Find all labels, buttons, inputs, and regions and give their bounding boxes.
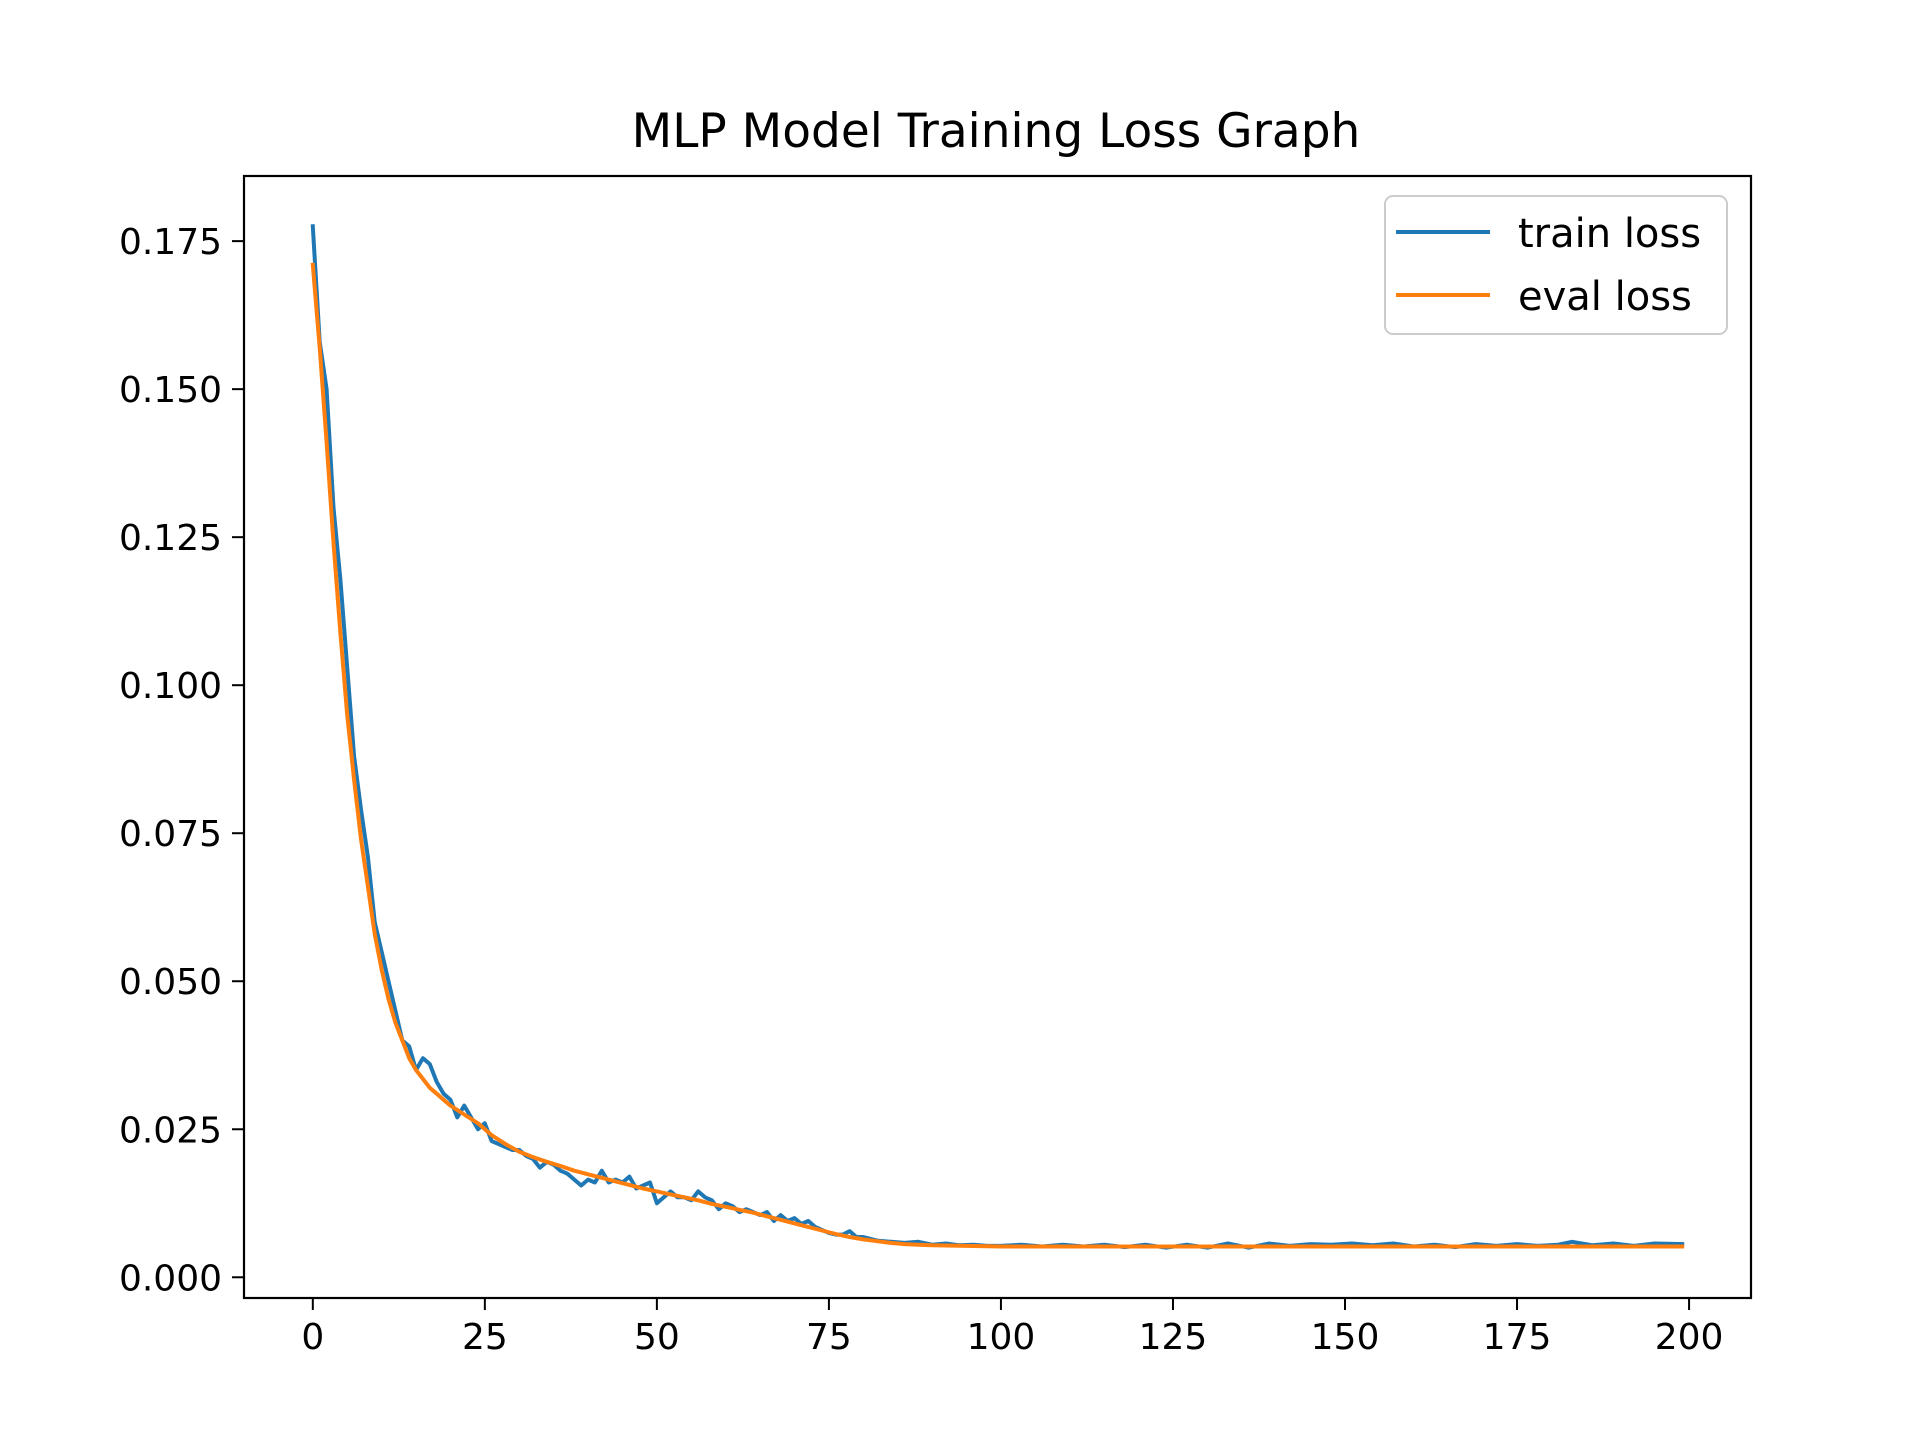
y-tick-label: 0.000 xyxy=(119,1258,222,1299)
y-tick-label: 0.025 xyxy=(119,1110,222,1151)
series-line-eval-loss xyxy=(310,262,1685,1249)
legend: train loss eval loss xyxy=(1384,195,1728,335)
x-tick-label: 200 xyxy=(1655,1317,1724,1358)
x-tick-label: 50 xyxy=(634,1317,680,1358)
y-tick-label: 0.075 xyxy=(119,814,222,855)
x-tick-label: 0 xyxy=(301,1317,324,1358)
plot-lines xyxy=(310,224,1685,1250)
legend-eval-loss-label: eval loss xyxy=(1518,274,1692,320)
axes-frame xyxy=(242,174,1753,1300)
x-tick-label: 125 xyxy=(1139,1317,1208,1358)
y-tick-label: 0.050 xyxy=(119,962,222,1003)
x-tick-label: 25 xyxy=(462,1317,508,1358)
y-tick-label: 0.100 xyxy=(119,666,222,707)
x-tick-label: 75 xyxy=(806,1317,852,1358)
y-tick-label: 0.150 xyxy=(119,370,222,411)
x-tick-label: 175 xyxy=(1483,1317,1552,1358)
x-axis: 0 25 50 75 100 125 150 175 200 xyxy=(301,1298,1723,1358)
y-tick-label: 0.125 xyxy=(119,518,222,559)
y-tick-label: 0.175 xyxy=(119,222,222,263)
y-axis: 0.000 0.025 0.050 0.075 0.100 0.125 0.150 0.175 xyxy=(119,222,244,1299)
x-tick-label: 100 xyxy=(967,1317,1036,1358)
legend-train-loss-label: train loss xyxy=(1518,211,1701,257)
x-tick-label: 150 xyxy=(1311,1317,1380,1358)
chart-title: MLP Model Training Loss Graph xyxy=(632,104,1361,159)
